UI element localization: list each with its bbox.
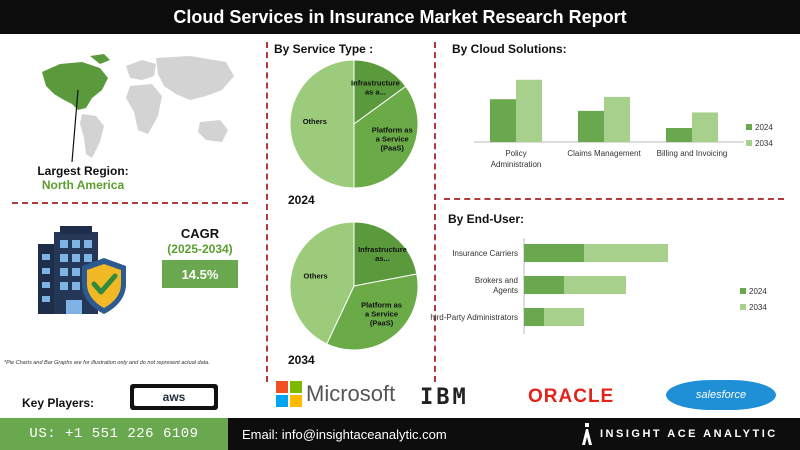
pie-slice (353, 85, 419, 189)
key-players-label: Key Players: (22, 396, 95, 410)
left-divider (12, 202, 248, 204)
europe-shape (126, 60, 156, 80)
bar (564, 276, 626, 294)
largest-region-block: Largest Region: North America (28, 164, 138, 192)
bar (524, 276, 564, 294)
building-shield-icon (38, 226, 126, 314)
ibm-logo: IBM (420, 385, 469, 410)
aws-logo-text: aws (134, 388, 214, 406)
report-title: Cloud Services in Insurance Market Resea… (173, 6, 627, 27)
legend-swatch (746, 140, 752, 146)
bar (516, 79, 542, 142)
category-label: Third-Party Administrators (430, 313, 518, 322)
legend-label: 2034 (749, 303, 767, 312)
category-label: Brokers and Agents (475, 276, 518, 295)
pie-slice-label: Others (303, 117, 327, 126)
legend-swatch (740, 288, 746, 294)
end-user-bar-chart: Insurance Carriers Brokers and Agents Third… (430, 238, 767, 334)
pie-slice (289, 221, 355, 345)
pie-slice (289, 59, 355, 189)
legend-label: 2024 (749, 287, 767, 296)
brand-name: INSIGHT ACE ANALYTIC (600, 428, 778, 440)
right-divider (444, 198, 784, 200)
cloud-solutions-bar-chart: Policy Administration Claims Management Bil… (474, 79, 773, 169)
asia-shape (156, 56, 234, 100)
bar (692, 112, 718, 142)
bar (524, 244, 584, 262)
pie-chart-2024: Infrastructure as a... Platform as a Servic… (289, 59, 419, 189)
pie-slice (353, 59, 407, 125)
south-america-shape (80, 114, 104, 158)
divider-vertical-right (434, 42, 436, 382)
north-america-shape (42, 62, 108, 110)
pie-slice-label: Platform as a Service (PaaS) (361, 300, 402, 327)
australia-shape (198, 120, 228, 142)
oracle-logo: ORACLE (528, 386, 615, 407)
footnote: *Pie Charts and Bar Graphs are for illus… (4, 360, 210, 366)
largest-region-value: North America (41, 178, 125, 192)
microsoft-logo: Microsoft (276, 381, 395, 407)
phone-text: US: +1 551 226 6109 (29, 426, 199, 442)
largest-region-label: Largest Region: (37, 164, 129, 178)
microsoft-logo-text: Microsoft (306, 381, 396, 406)
legend-swatch (740, 304, 746, 310)
end-user-title: By End-User: (448, 212, 525, 226)
bar (604, 96, 630, 142)
microsoft-squares-icon (276, 381, 302, 407)
pie-year-2024: 2024 (288, 193, 315, 207)
footer-phone: US: +1 551 226 6109 (0, 418, 228, 450)
category-label: Billing and Invoicing (657, 149, 728, 158)
world-map (42, 54, 234, 163)
legend-label: 2034 (755, 139, 773, 148)
salesforce-logo: salesforce (666, 380, 776, 410)
category-label: Insurance Carriers (452, 249, 518, 258)
pie-slice-label: Infrastructure as... (358, 245, 407, 263)
pie-slice (353, 221, 418, 287)
email-text: Email: info@insightaceanalytic.com (242, 427, 447, 442)
cloud-solutions-title: By Cloud Solutions: (452, 42, 567, 56)
cagr-label: CAGR (180, 226, 220, 241)
legend-swatch (746, 124, 752, 130)
cagr-period: (2025-2034) (167, 242, 233, 256)
cagr-block: CAGR (2025-2034) (162, 226, 238, 256)
category-label: Policy Administration (491, 149, 542, 169)
bar (584, 244, 668, 262)
bar (666, 128, 692, 142)
pie-slice-label: Platform as a Service (PaaS) (372, 125, 413, 152)
cagr-value: 14.5% (181, 266, 219, 282)
bar (578, 110, 604, 142)
brand-logo-icon (582, 423, 592, 445)
aws-logo: aws (130, 384, 218, 410)
category-label: Claims Management (567, 149, 641, 158)
africa-shape (126, 84, 162, 134)
bar (524, 308, 544, 326)
pie-slice-label: Others (304, 271, 328, 280)
report-title-bar: Cloud Services in Insurance Market Resea… (0, 0, 800, 34)
bar (544, 308, 584, 326)
bar (490, 99, 516, 142)
pie-chart-2034: Infrastructure as... Platform as a Service(… (289, 221, 419, 351)
footer-bar: Email: info@insightaceanalytic.com INSIG… (228, 418, 800, 450)
service-type-title: By Service Type : (274, 42, 374, 56)
cagr-value-box: 14.5% (162, 260, 238, 288)
pie-slice-label: Infrastructure as a... (351, 78, 400, 96)
divider-vertical-left (266, 42, 268, 382)
pie-year-2034: 2034 (288, 353, 315, 367)
pie-slice (326, 273, 419, 351)
legend-label: 2024 (755, 123, 773, 132)
